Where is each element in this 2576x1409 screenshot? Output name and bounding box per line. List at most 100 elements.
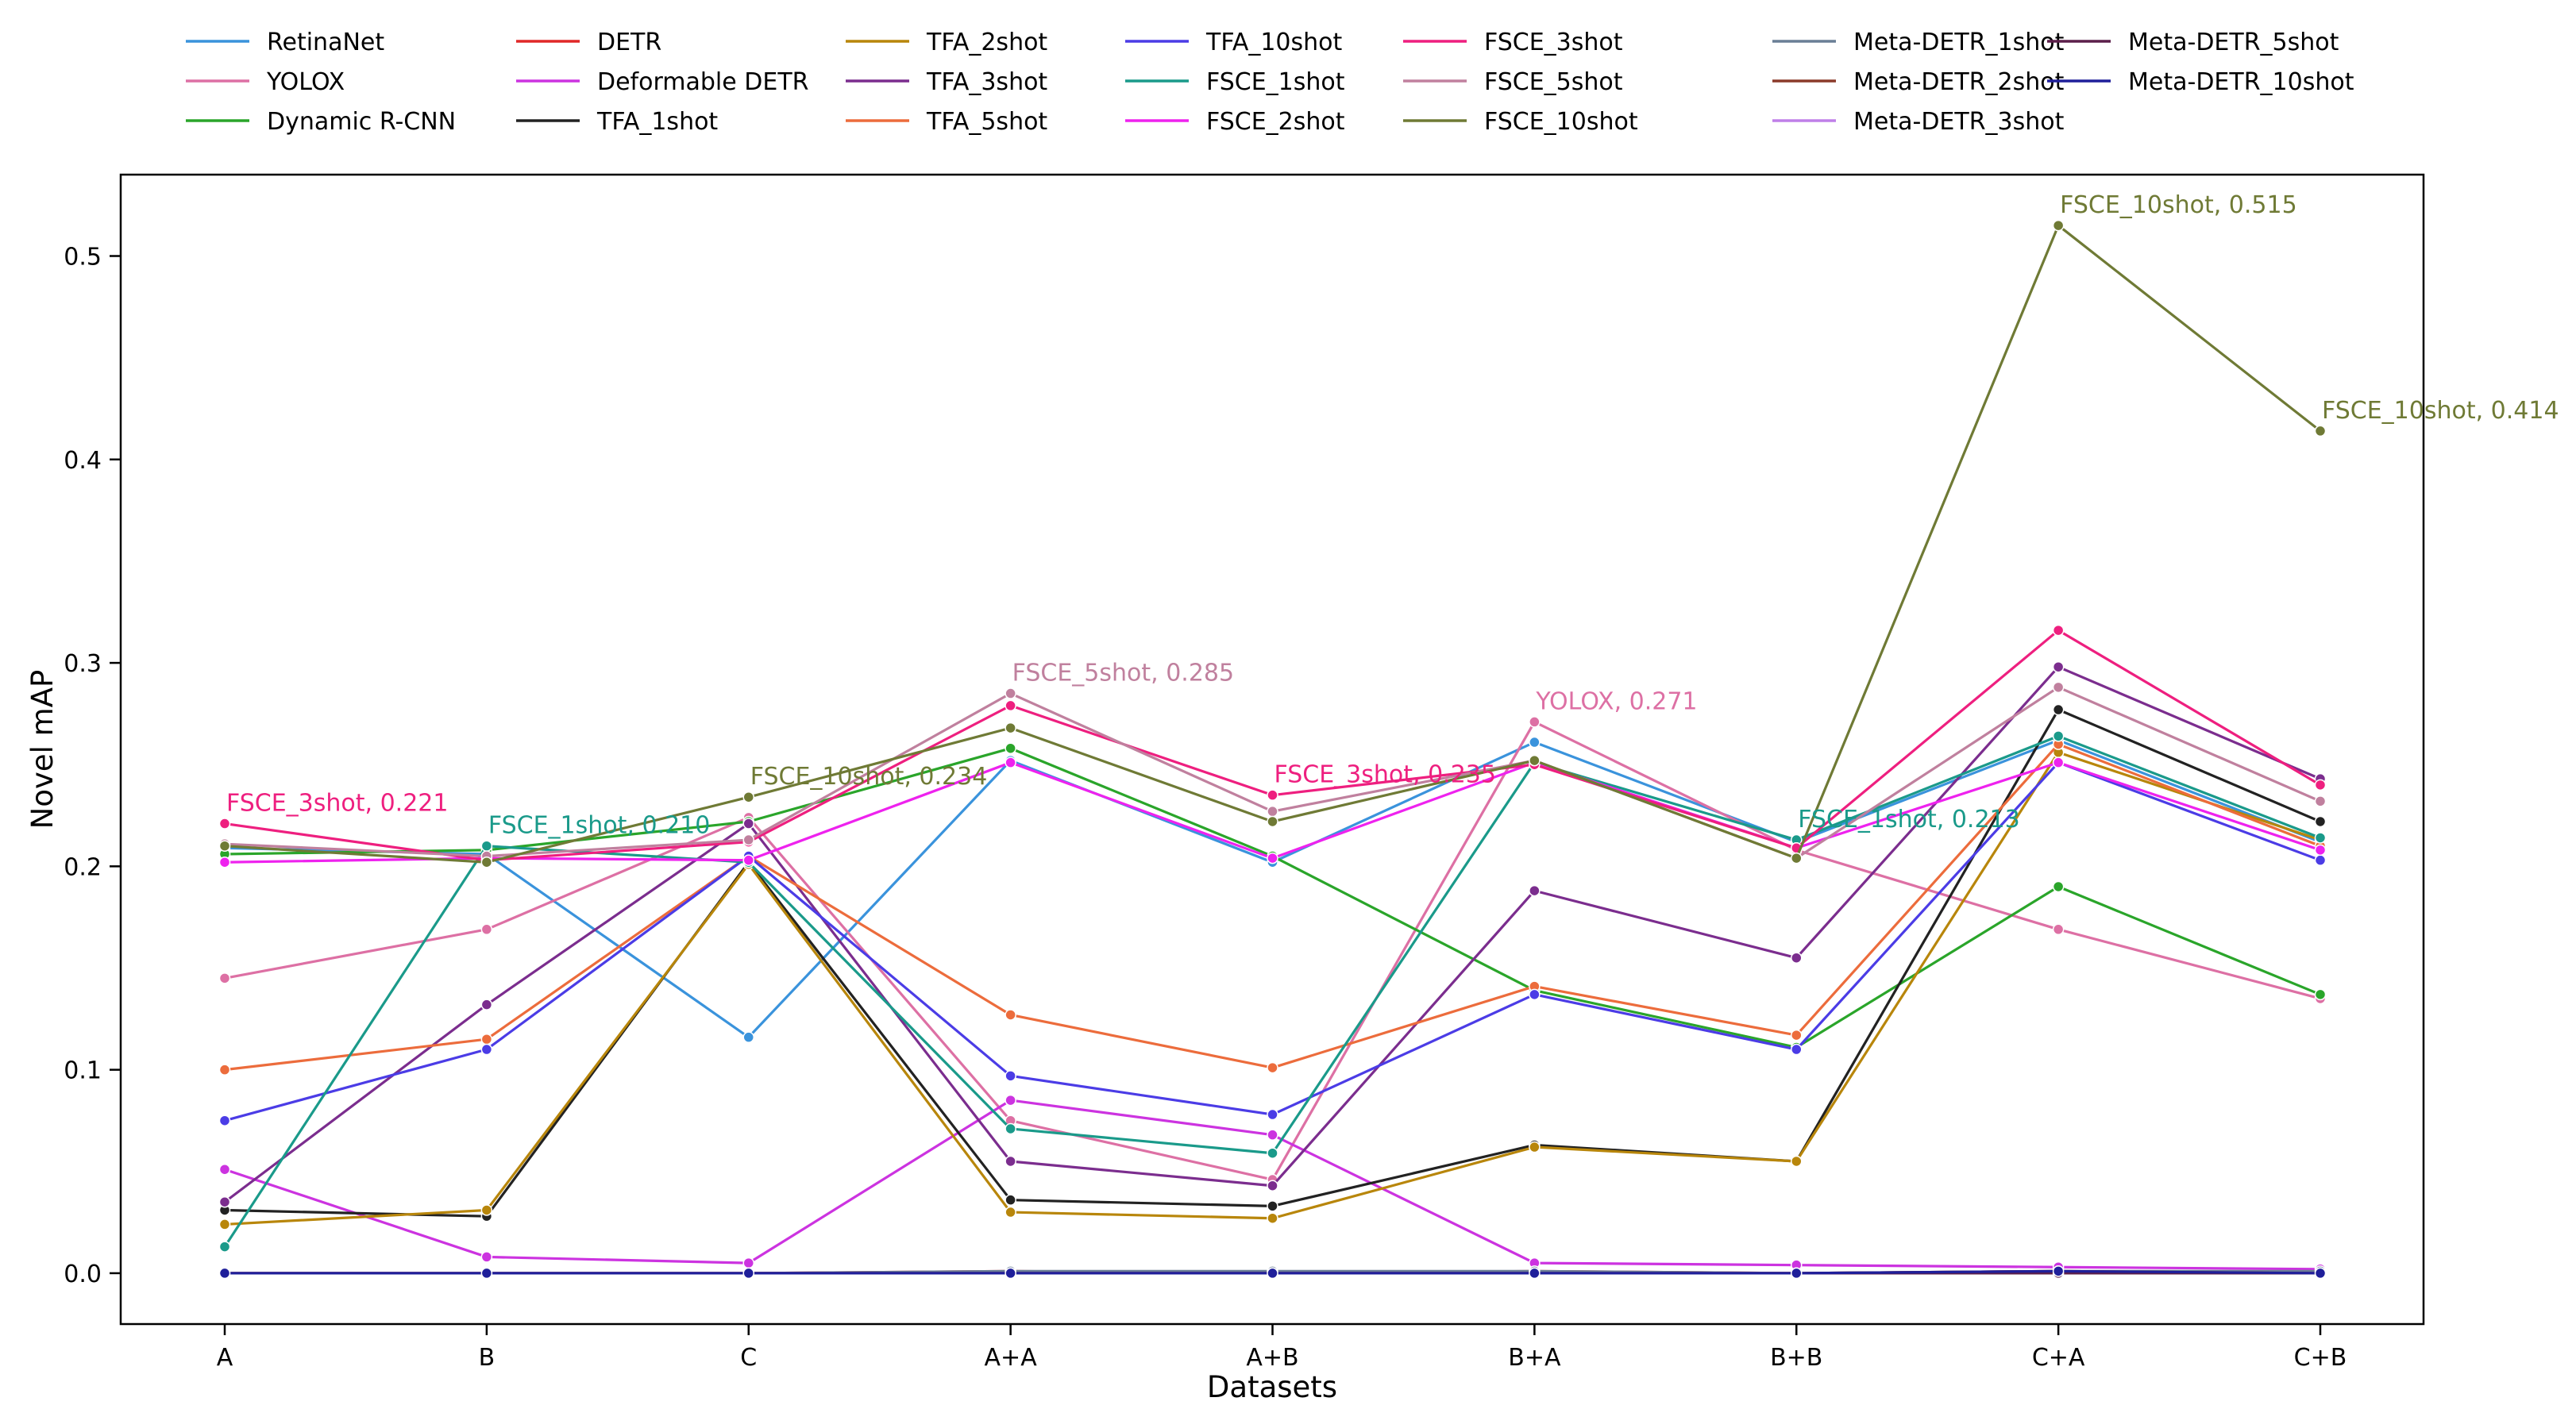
data-point-fsce-1shot-c-a bbox=[2052, 730, 2065, 742]
x-tick-label: C+A bbox=[2032, 1344, 2085, 1372]
annotation-fsce-10shot-0-515: FSCE_10shot, 0.515 bbox=[2060, 191, 2297, 219]
data-point-fsce-1shot-c-b bbox=[2314, 832, 2327, 844]
y-tick-label: 0.4 bbox=[64, 447, 102, 475]
data-point-deformable-detr-c bbox=[742, 1257, 754, 1269]
data-point-fsce-1shot-a-b bbox=[1267, 1147, 1278, 1159]
data-point-tfa-5shot-a-b bbox=[1267, 1061, 1278, 1074]
data-point-fsce-1shot-a bbox=[218, 1241, 231, 1253]
series-tfa-5shot bbox=[218, 738, 2327, 1076]
legend-label: FSCE_1shot bbox=[1206, 68, 1345, 96]
data-point-deformable-detr-a-a bbox=[1005, 1094, 1016, 1107]
data-point-yolox-a bbox=[218, 972, 231, 984]
data-point-fsce-5shot-a-b bbox=[1267, 805, 1278, 818]
x-tick-label: B bbox=[479, 1344, 496, 1372]
data-point-fsce-5shot-a-a bbox=[1005, 687, 1016, 699]
data-point-deformable-detr-b bbox=[480, 1251, 493, 1263]
data-point-tfa-10shot-b bbox=[480, 1043, 493, 1056]
x-tick-label: B+B bbox=[1770, 1344, 1822, 1372]
data-point-fsce-3shot-c-b bbox=[2314, 779, 2327, 791]
legend-item-tfa-1shot: TFA_1shot bbox=[516, 108, 718, 136]
data-point-tfa-3shot-a-a bbox=[1005, 1155, 1016, 1168]
x-axis-label: Datasets bbox=[1207, 1370, 1337, 1404]
data-point-tfa-5shot-b bbox=[480, 1033, 493, 1045]
data-point-fsce-5shot-c-b bbox=[2314, 795, 2327, 807]
legend-item-yolox: YOLOX bbox=[186, 68, 345, 96]
legend-item-dynamic-r-cnn: Dynamic R-CNN bbox=[186, 108, 456, 136]
data-point-tfa-5shot-a bbox=[218, 1064, 231, 1076]
x-tick-label: C+B bbox=[2294, 1344, 2347, 1372]
y-tick-label: 0.1 bbox=[64, 1057, 102, 1085]
data-point-fsce-2shot-a-a bbox=[1005, 756, 1016, 768]
data-point-tfa-3shot-b-a bbox=[1529, 884, 1541, 897]
data-point-retinanet-b-a bbox=[1529, 736, 1541, 749]
data-point-tfa-1shot-c-a bbox=[2052, 703, 2065, 716]
series-tfa-3shot bbox=[218, 660, 2327, 1208]
data-point-deformable-detr-a-b bbox=[1267, 1129, 1278, 1141]
data-point-deformable-detr-a bbox=[218, 1163, 231, 1176]
legend-item-tfa-5shot: TFA_5shot bbox=[846, 108, 1047, 136]
annotations: FSCE_3shot, 0.221 FSCE_1shot, 0.210 FSCE_1… bbox=[226, 191, 2559, 840]
legend-item-fsce-5shot: FSCE_5shot bbox=[1403, 68, 1623, 96]
data-point-tfa-10shot-b-b bbox=[1791, 1043, 1803, 1056]
data-point-fsce-10shot-a bbox=[218, 840, 231, 852]
legend-item-deformable-detr: Deformable DETR bbox=[516, 68, 808, 96]
data-point-fsce-1shot-b bbox=[480, 840, 493, 852]
legend-label: FSCE_3shot bbox=[1484, 29, 1623, 56]
data-point-tfa-10shot-a-b bbox=[1267, 1108, 1278, 1121]
legend-item-tfa-10shot: TFA_10shot bbox=[1125, 29, 1343, 56]
annotation-fsce-3shot-0-235: FSCE_3shot, 0.235 bbox=[1275, 761, 1496, 789]
annotation-fsce-10shot-0-234: FSCE_10shot, 0.234 bbox=[750, 763, 988, 791]
x-axis: A B C A+A A+B B+A B+B C+A C+B bbox=[217, 1324, 2347, 1372]
annotation-yolox-0-271: YOLOX, 0.271 bbox=[1535, 687, 1697, 715]
annotation-fsce-1shot-0-210: FSCE_1shot, 0.210 bbox=[488, 812, 710, 840]
legend-label: TFA_5shot bbox=[926, 108, 1047, 136]
data-point-tfa-3shot-a bbox=[218, 1195, 231, 1208]
legend-label: FSCE_10shot bbox=[1484, 108, 1638, 136]
legend-label: TFA_3shot bbox=[926, 68, 1047, 96]
series-lines bbox=[218, 219, 2327, 1280]
data-point-tfa-3shot-b-b bbox=[1791, 952, 1803, 964]
x-tick-label: A bbox=[217, 1344, 233, 1372]
y-tick-label: 0.2 bbox=[64, 853, 102, 881]
annotation-fsce-10shot-0-414: FSCE_10shot, 0.414 bbox=[2322, 397, 2559, 425]
data-point-fsce-1shot-a-a bbox=[1005, 1122, 1016, 1135]
data-point-tfa-2shot-a-a bbox=[1005, 1206, 1016, 1218]
data-point-fsce-3shot-a-a bbox=[1005, 699, 1016, 712]
data-point-tfa-3shot-b bbox=[480, 999, 493, 1011]
data-point-fsce-10shot-c-a bbox=[2052, 219, 2065, 232]
x-tick-label: A+A bbox=[985, 1344, 1038, 1372]
legend-item-meta-detr-1shot: Meta-DETR_1shot bbox=[1772, 29, 2065, 56]
data-point-fsce-2shot-a-b bbox=[1267, 852, 1278, 864]
legend: RetinaNet YOLOX Dynamic R-CNN DETR Deformabl… bbox=[186, 29, 2354, 136]
y-axis-label: Novel mAP bbox=[25, 670, 60, 830]
data-point-fsce-10shot-b-a bbox=[1529, 754, 1541, 767]
data-point-meta-detr-10shot-a bbox=[218, 1267, 231, 1280]
legend-label: TFA_10shot bbox=[1205, 29, 1343, 56]
y-tick-label: 0.3 bbox=[64, 650, 102, 678]
data-point-tfa-1shot-a-b bbox=[1267, 1200, 1278, 1212]
data-point-fsce-5shot-c bbox=[742, 833, 754, 846]
legend-label: RetinaNet bbox=[267, 29, 384, 56]
data-point-meta-detr-10shot-c-b bbox=[2314, 1267, 2327, 1280]
data-point-fsce-2shot-c-b bbox=[2314, 844, 2327, 857]
legend-item-tfa-3shot: TFA_3shot bbox=[846, 68, 1047, 96]
data-point-tfa-3shot-c-a bbox=[2052, 660, 2065, 673]
data-point-fsce-10shot-b-b bbox=[1791, 852, 1803, 864]
annotation-fsce-1shot-0-213: FSCE_1shot, 0.213 bbox=[1798, 806, 2019, 833]
plot-area: 0.0 0.1 0.2 0.3 0.4 0.5 A B C A+A A+B B+A B+B C+A C+B… bbox=[64, 173, 2559, 1372]
data-point-tfa-2shot-b bbox=[480, 1204, 493, 1216]
legend-label: Meta-DETR_2shot bbox=[1853, 68, 2065, 96]
data-point-tfa-10shot-c-b bbox=[2314, 854, 2327, 866]
data-point-tfa-1shot-c-b bbox=[2314, 815, 2327, 828]
series-meta-detr-10shot bbox=[218, 1265, 2327, 1280]
data-point-fsce-5shot-c-a bbox=[2052, 681, 2065, 694]
data-point-fsce-10shot-b bbox=[480, 856, 493, 868]
y-axis: 0.0 0.1 0.2 0.3 0.4 0.5 bbox=[64, 244, 121, 1288]
data-point-tfa-2shot-a bbox=[218, 1218, 231, 1230]
series-fsce-10shot bbox=[218, 219, 2327, 868]
legend-item-fsce-2shot: FSCE_2shot bbox=[1125, 108, 1345, 136]
data-point-fsce-10shot-a-a bbox=[1005, 722, 1016, 734]
data-point-meta-detr-10shot-b-b bbox=[1791, 1267, 1803, 1280]
data-point-tfa-1shot-a-a bbox=[1005, 1194, 1016, 1206]
